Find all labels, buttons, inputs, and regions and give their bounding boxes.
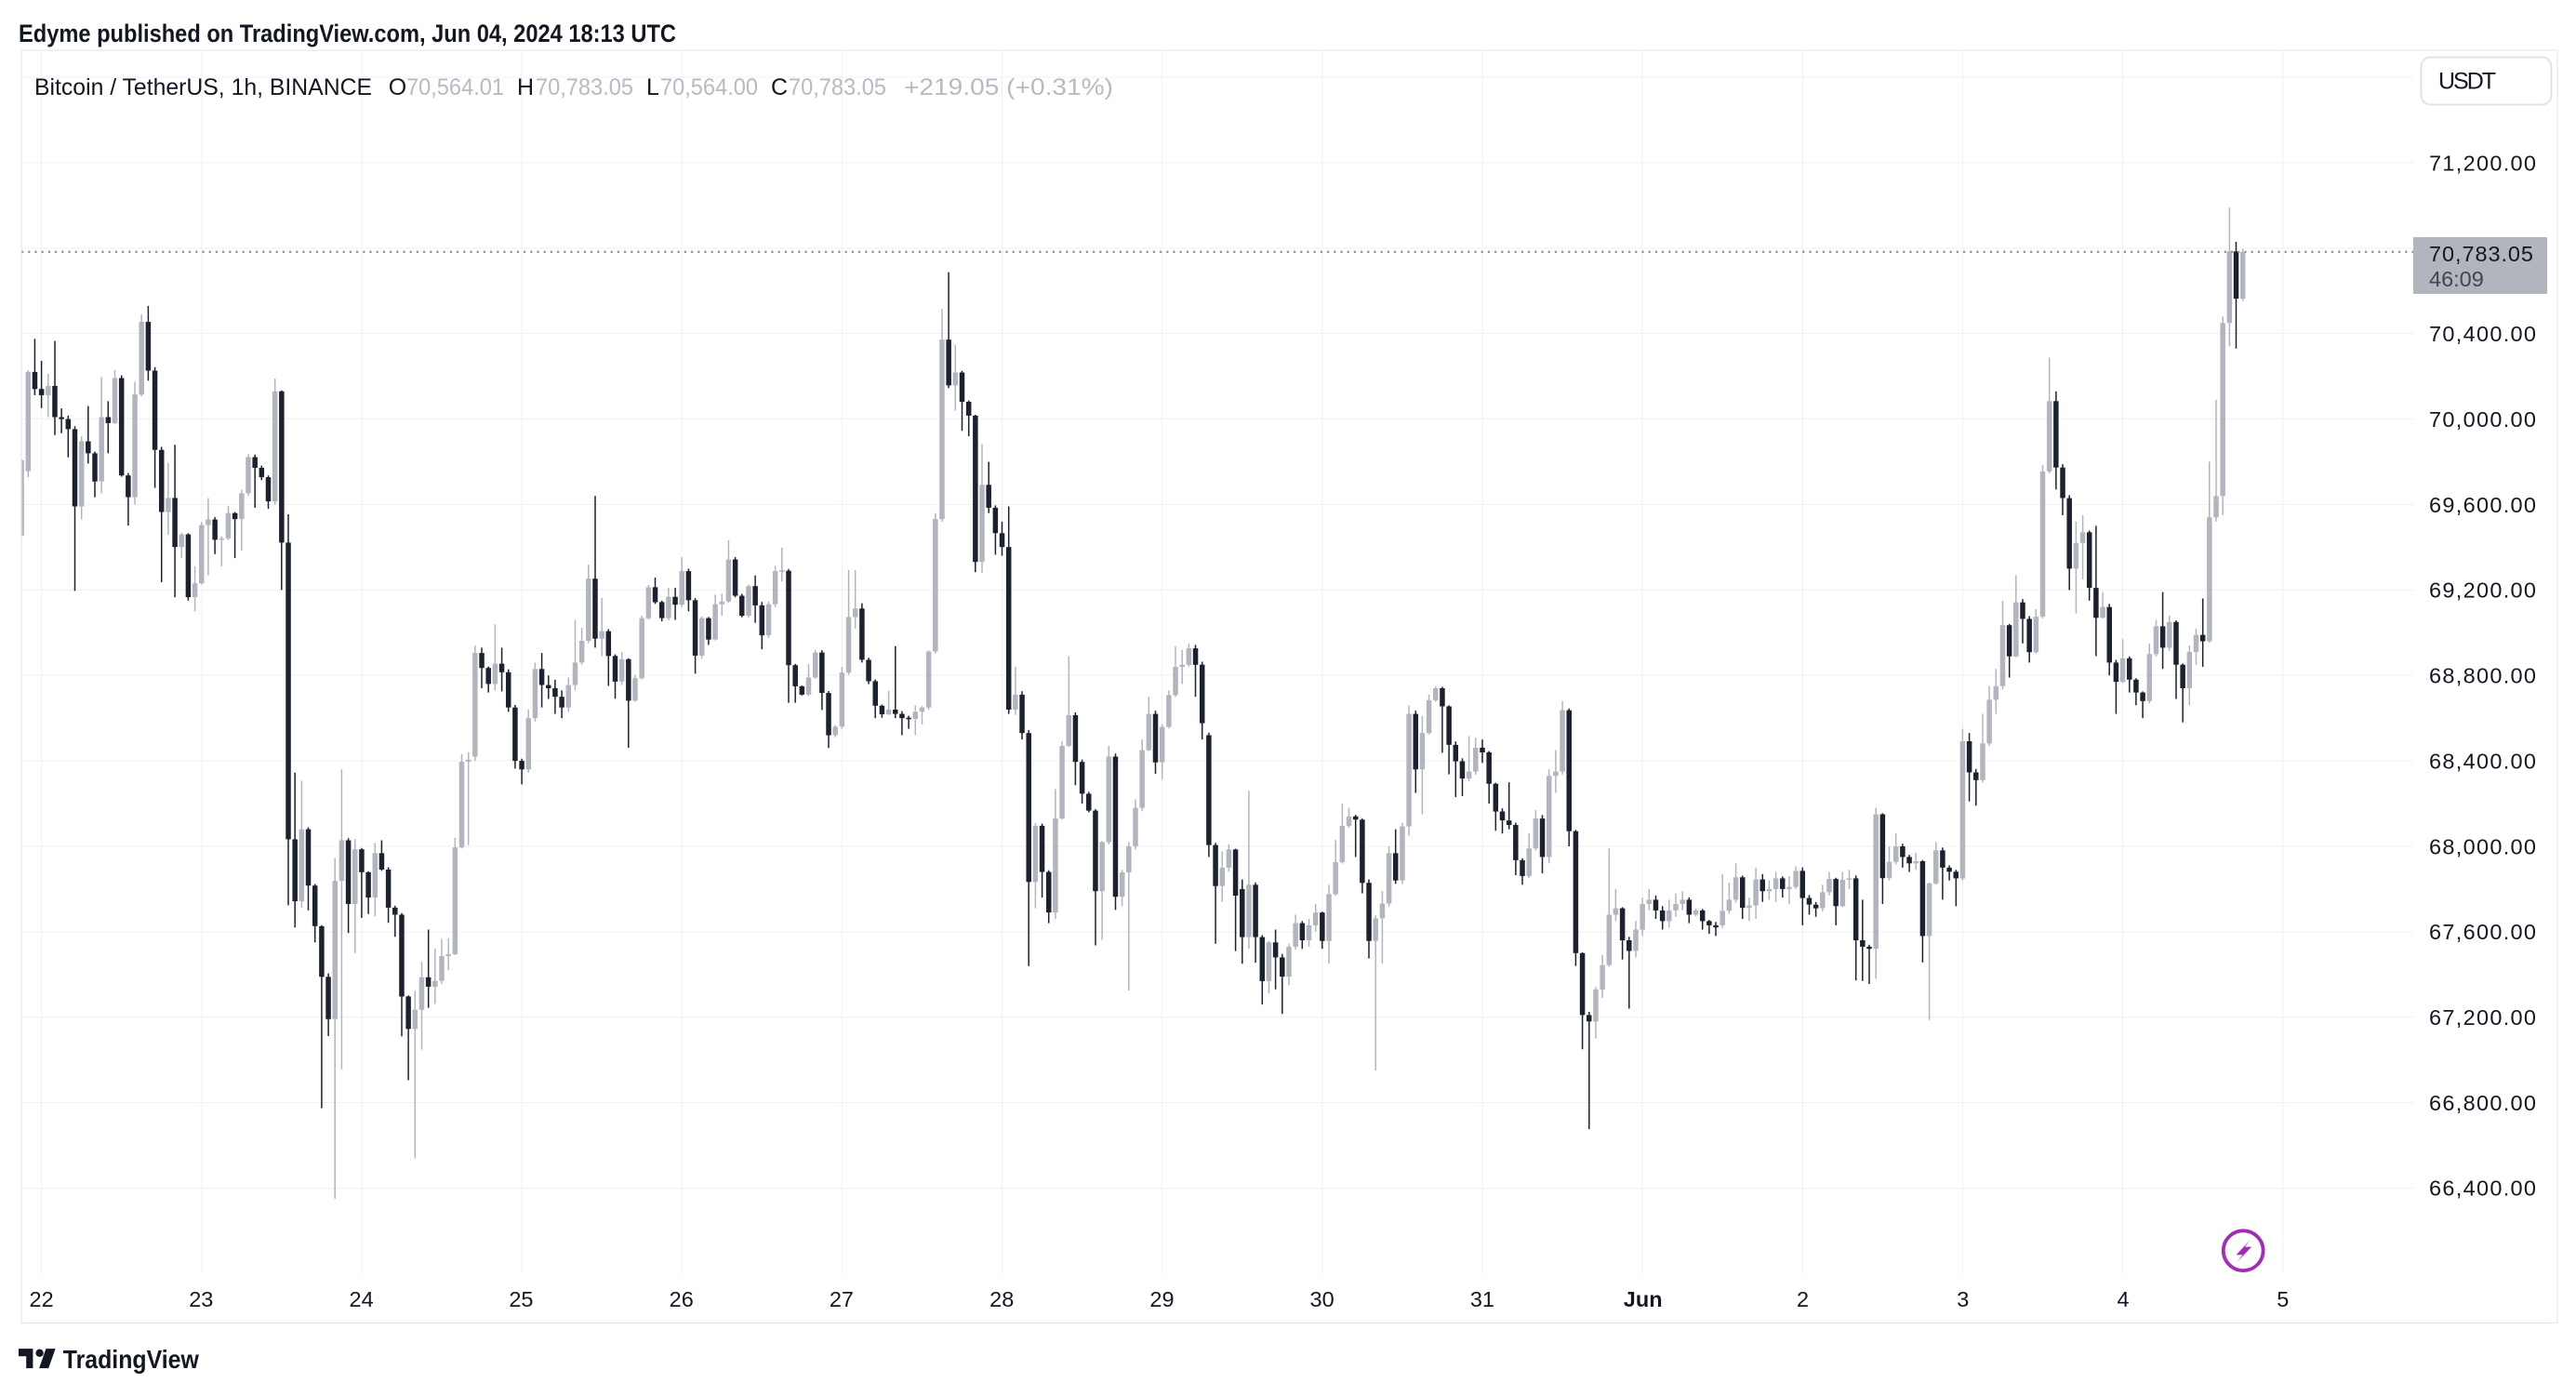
svg-text:H: H <box>517 74 534 100</box>
svg-text:L: L <box>646 74 659 100</box>
svg-text:67,200.00: 67,200.00 <box>2429 1005 2536 1030</box>
svg-text:68,800.00: 68,800.00 <box>2429 664 2536 688</box>
svg-text:27: 27 <box>830 1287 854 1311</box>
svg-text:70,564.00: 70,564.00 <box>660 74 758 100</box>
svg-text:70,783.05: 70,783.05 <box>789 74 886 100</box>
svg-text:Jun: Jun <box>1624 1287 1663 1311</box>
svg-text:46:09: 46:09 <box>2429 267 2484 291</box>
svg-text:23: 23 <box>189 1287 213 1311</box>
svg-text:70,000.00: 70,000.00 <box>2429 407 2536 432</box>
svg-text:24: 24 <box>350 1287 374 1311</box>
svg-text:70,783.05: 70,783.05 <box>536 74 633 100</box>
svg-text:70,783.05: 70,783.05 <box>2429 242 2533 266</box>
svg-text:Bitcoin / TetherUS, 1h, BINANC: Bitcoin / TetherUS, 1h, BINANCE <box>34 74 372 100</box>
svg-text:31: 31 <box>1470 1287 1494 1311</box>
svg-text:4: 4 <box>2117 1287 2129 1311</box>
svg-text:69,200.00: 69,200.00 <box>2429 578 2536 603</box>
svg-text:USDT: USDT <box>2438 69 2496 95</box>
svg-text:66,800.00: 66,800.00 <box>2429 1091 2536 1115</box>
svg-text:5: 5 <box>2277 1287 2289 1311</box>
svg-text:29: 29 <box>1149 1287 1174 1311</box>
svg-text:68,000.00: 68,000.00 <box>2429 834 2536 858</box>
svg-text:26: 26 <box>670 1287 694 1311</box>
svg-text:C: C <box>771 74 788 100</box>
svg-text:TradingView: TradingView <box>63 1345 199 1374</box>
svg-text:25: 25 <box>509 1287 533 1311</box>
svg-text:Edyme published on TradingView: Edyme published on TradingView.com, Jun … <box>19 20 676 47</box>
svg-text:67,600.00: 67,600.00 <box>2429 920 2536 944</box>
svg-text:+219.05 (+0.31%): +219.05 (+0.31%) <box>904 74 1113 100</box>
svg-text:O: O <box>389 74 406 100</box>
svg-text:28: 28 <box>989 1287 1014 1311</box>
svg-text:70,400.00: 70,400.00 <box>2429 322 2536 346</box>
svg-text:66,400.00: 66,400.00 <box>2429 1177 2536 1201</box>
svg-text:68,400.00: 68,400.00 <box>2429 749 2536 773</box>
svg-text:30: 30 <box>1310 1287 1334 1311</box>
svg-text:69,600.00: 69,600.00 <box>2429 493 2536 517</box>
svg-text:71,200.00: 71,200.00 <box>2429 151 2536 175</box>
svg-text:2: 2 <box>1797 1287 1809 1311</box>
svg-text:3: 3 <box>1957 1287 1969 1311</box>
svg-text:22: 22 <box>30 1287 54 1311</box>
svg-text:70,564.01: 70,564.01 <box>406 74 504 100</box>
